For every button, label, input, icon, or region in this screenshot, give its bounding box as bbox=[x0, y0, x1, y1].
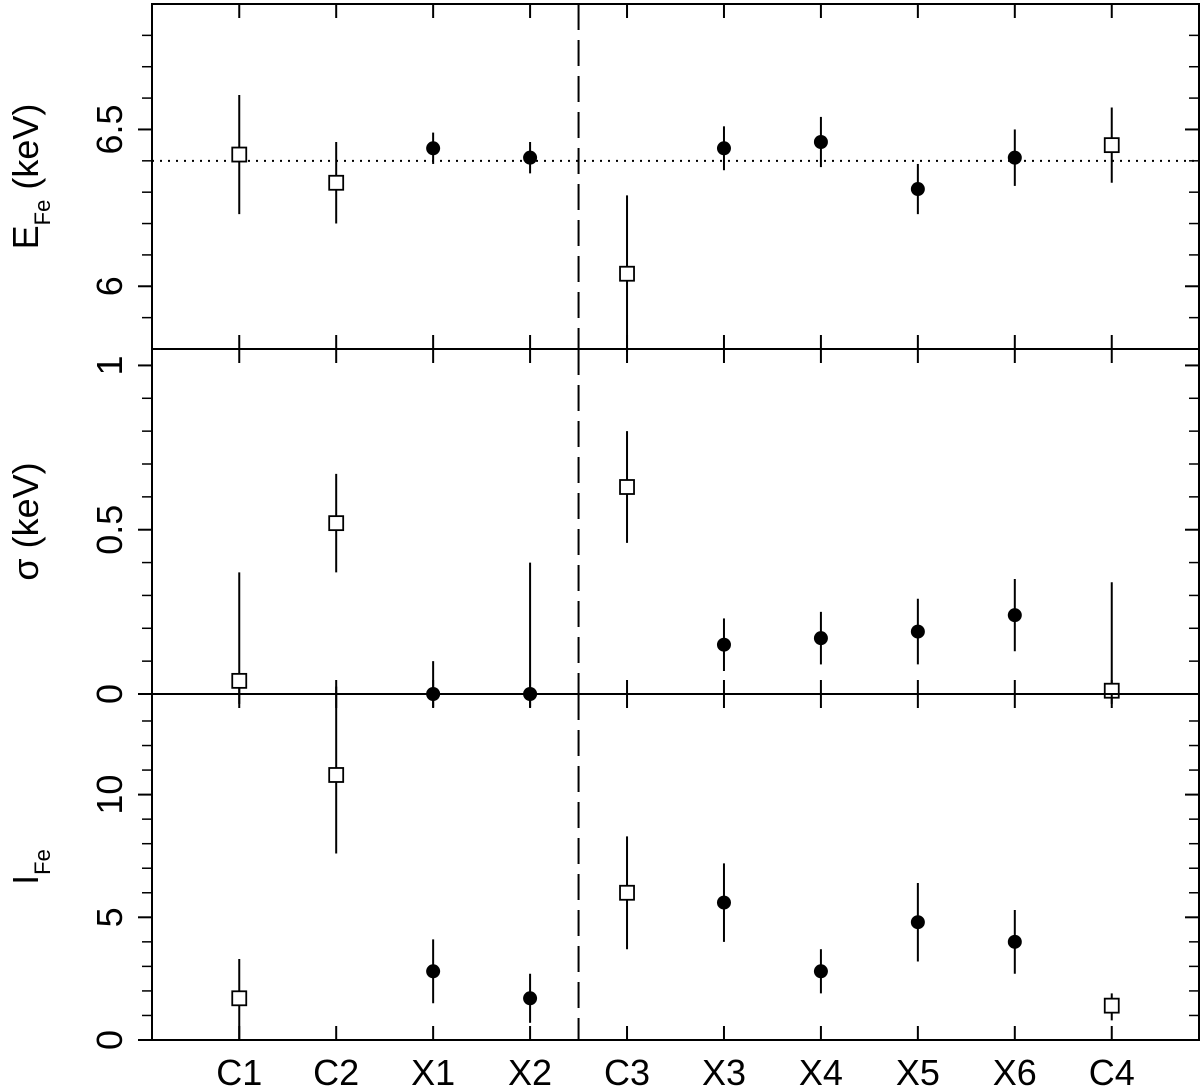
marker-circle bbox=[716, 895, 731, 910]
y-tick-label: 0.5 bbox=[89, 505, 130, 555]
marker-circle bbox=[813, 964, 828, 979]
y-axis-label-main: σ (keV) bbox=[5, 462, 46, 580]
marker-square bbox=[1103, 137, 1120, 154]
x-tick-label: X5 bbox=[896, 1052, 940, 1086]
marker-square bbox=[231, 146, 248, 163]
y-axis-label-sub: Fe bbox=[30, 200, 55, 226]
marker-circle bbox=[523, 991, 538, 1006]
y-tick-label: 6 bbox=[89, 276, 130, 296]
y-axis-label: IFe bbox=[5, 849, 55, 885]
marker-square bbox=[328, 767, 345, 783]
y-tick-label: 1 bbox=[89, 355, 130, 375]
y-tick-label: 0 bbox=[89, 684, 130, 704]
y-tick-label: 0 bbox=[89, 1030, 130, 1050]
x-tick-label: X1 bbox=[411, 1052, 455, 1086]
y-axis-label-main: E bbox=[5, 225, 46, 249]
marker-square bbox=[619, 265, 635, 282]
x-tick-label: X6 bbox=[993, 1052, 1037, 1086]
marker-circle bbox=[910, 915, 925, 930]
y-axis-label-main: I bbox=[5, 875, 46, 885]
y-axis-label: EFe (keV) bbox=[5, 104, 55, 250]
y-tick-label: 6.5 bbox=[89, 104, 130, 154]
x-tick-label: X3 bbox=[702, 1052, 746, 1086]
y-axis-label-unit: (keV) bbox=[5, 104, 46, 200]
x-tick-label: C4 bbox=[1089, 1052, 1135, 1086]
marker-square bbox=[619, 884, 635, 901]
marker-circle bbox=[716, 637, 731, 652]
x-tick-label: X4 bbox=[799, 1052, 843, 1086]
marker-circle bbox=[1007, 150, 1022, 165]
marker-circle bbox=[1007, 608, 1022, 623]
marker-circle bbox=[716, 141, 731, 156]
y-tick-label: 5 bbox=[89, 907, 130, 927]
marker-square bbox=[1103, 997, 1120, 1014]
y-axis-label-sub: Fe bbox=[30, 849, 55, 875]
marker-circle bbox=[1007, 934, 1022, 949]
plot-frame bbox=[151, 693, 1200, 1041]
marker-circle bbox=[813, 631, 828, 646]
y-tick-label: 10 bbox=[89, 775, 130, 815]
marker-square bbox=[231, 990, 248, 1007]
x-tick-label: C2 bbox=[313, 1052, 359, 1086]
marker-circle bbox=[813, 135, 828, 149]
marker-circle bbox=[523, 150, 538, 165]
marker-circle bbox=[910, 624, 925, 639]
marker-circle bbox=[426, 141, 441, 156]
x-tick-label: X2 bbox=[508, 1052, 552, 1086]
x-tick-label: C3 bbox=[604, 1052, 650, 1086]
marker-circle bbox=[426, 964, 441, 979]
y-axis-label: σ (keV) bbox=[5, 462, 46, 580]
marker-square bbox=[328, 515, 345, 532]
x-tick-label: C1 bbox=[216, 1052, 262, 1086]
plot-frame bbox=[151, 3, 1200, 350]
plot-frame bbox=[151, 348, 1200, 695]
marker-square bbox=[328, 174, 345, 191]
marker-circle bbox=[910, 182, 925, 197]
marker-square bbox=[619, 479, 635, 495]
marker-square bbox=[231, 672, 248, 689]
